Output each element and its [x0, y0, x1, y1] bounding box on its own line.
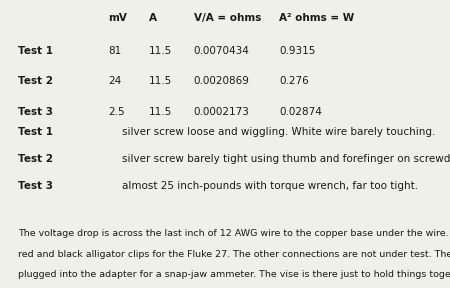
- Text: plugged into the adapter for a snap-jaw ammeter. The vise is there just to hold : plugged into the adapter for a snap-jaw …: [18, 270, 450, 279]
- Text: silver screw loose and wiggling. White wire barely touching.: silver screw loose and wiggling. White w…: [122, 127, 435, 137]
- Text: V/A = ohms: V/A = ohms: [194, 13, 261, 23]
- Text: almost 25 inch-pounds with torque wrench, far too tight.: almost 25 inch-pounds with torque wrench…: [122, 181, 418, 192]
- Text: Test 1: Test 1: [18, 46, 53, 56]
- Text: 0.276: 0.276: [279, 76, 309, 86]
- Text: The voltage drop is across the last inch of 12 AWG wire to the copper base under: The voltage drop is across the last inch…: [18, 229, 450, 238]
- Text: 0.0070434: 0.0070434: [194, 46, 249, 56]
- Text: Test 2: Test 2: [18, 154, 53, 164]
- Text: 81: 81: [108, 46, 121, 56]
- Text: A² ohms = W: A² ohms = W: [279, 13, 354, 23]
- Text: silver screw barely tight using thumb and forefinger on screwdriver.: silver screw barely tight using thumb an…: [122, 154, 450, 164]
- Text: 0.02874: 0.02874: [279, 107, 322, 117]
- Text: 0.0002173: 0.0002173: [194, 107, 249, 117]
- Text: Test 3: Test 3: [18, 107, 53, 117]
- Text: Test 2: Test 2: [18, 76, 53, 86]
- Text: Test 3: Test 3: [18, 181, 53, 192]
- Text: 11.5: 11.5: [148, 107, 172, 117]
- Text: 2.5: 2.5: [108, 107, 125, 117]
- Text: 24: 24: [108, 76, 121, 86]
- Text: 11.5: 11.5: [148, 76, 172, 86]
- Text: 0.9315: 0.9315: [279, 46, 315, 56]
- Text: 0.0020869: 0.0020869: [194, 76, 249, 86]
- Text: 11.5: 11.5: [148, 46, 172, 56]
- Text: Test 1: Test 1: [18, 127, 53, 137]
- Text: red and black alligator clips for the Fluke 27. The other connections are not un: red and black alligator clips for the Fl…: [18, 250, 450, 259]
- Text: mV: mV: [108, 13, 127, 23]
- Text: A: A: [148, 13, 157, 23]
